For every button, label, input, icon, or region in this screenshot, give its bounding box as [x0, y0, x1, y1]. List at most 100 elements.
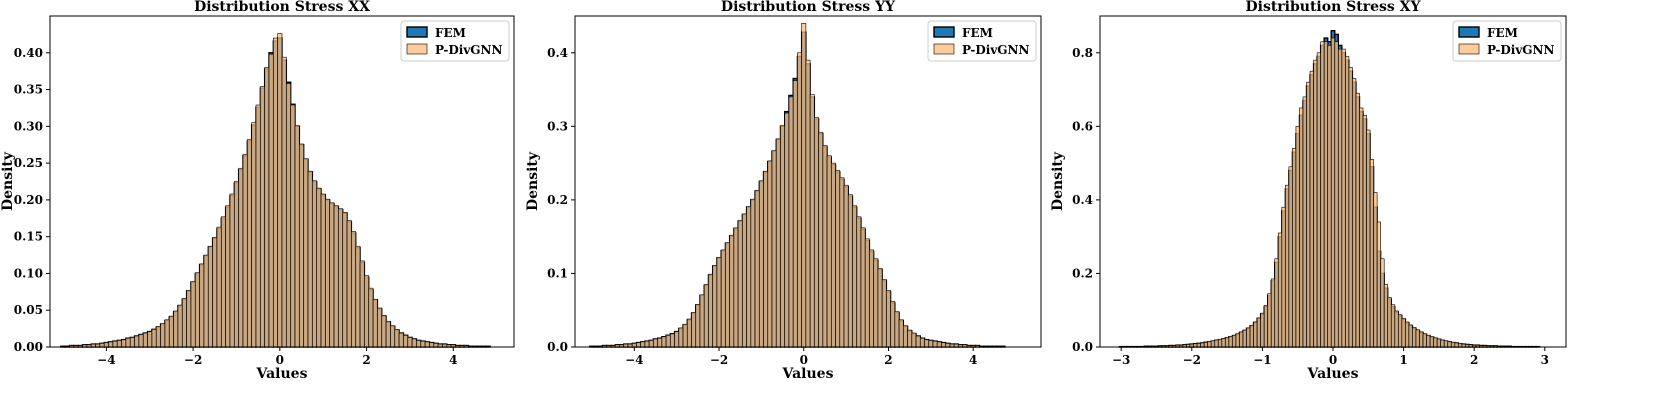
histogram-bar: [1274, 258, 1279, 348]
histogram-bar: [1228, 336, 1233, 348]
histogram-bar: [826, 155, 832, 348]
histogram-bar: [1405, 321, 1410, 348]
y-tick-label: 0.6: [1072, 119, 1093, 133]
histogram-bar: [733, 227, 739, 348]
histogram-bar: [928, 340, 934, 348]
histogram-bar: [116, 340, 122, 348]
histogram-bar: [890, 301, 896, 348]
histogram-bar: [155, 326, 161, 348]
y-tick-label: 0.30: [14, 119, 43, 133]
histogram-bar: [1256, 317, 1261, 348]
histogram-bar: [1306, 81, 1311, 348]
legend: FEM P-DivGNN: [927, 20, 1037, 62]
histogram-bar: [784, 112, 790, 348]
histogram-bar: [1394, 310, 1399, 348]
y-tick-label: 0.8: [1072, 46, 1093, 60]
histogram-bar: [199, 263, 205, 348]
histogram-bar: [695, 304, 701, 348]
histogram-bar: [1210, 340, 1216, 348]
x-tick-label: −2: [1183, 353, 1201, 367]
histogram-bar: [1422, 333, 1427, 348]
histogram-bar: [342, 212, 348, 348]
legend-box: [927, 20, 1037, 62]
histogram-bar: [699, 294, 705, 348]
histogram-bar: [746, 206, 752, 348]
histogram-bar: [1221, 338, 1226, 348]
y-tick-label: 0.0: [547, 340, 568, 354]
histogram-bar: [290, 104, 296, 348]
histogram-bar: [742, 213, 747, 348]
histogram-bar: [433, 343, 439, 348]
x-tick-label: 4: [969, 353, 977, 367]
histogram-bar: [886, 290, 891, 348]
x-tick-label: −3: [1112, 353, 1130, 367]
histogram-bar: [329, 202, 335, 348]
histogram-bar: [1366, 129, 1371, 348]
histogram-bar: [1323, 41, 1329, 348]
histogram-bar: [1355, 92, 1360, 348]
histogram-bar: [108, 341, 114, 348]
histogram-bar: [1412, 327, 1417, 348]
histogram-bar: [1288, 166, 1293, 348]
plot-frame: [49, 15, 515, 348]
legend-swatch-fem: [406, 26, 428, 38]
legend-swatch-p-divgnn: [1458, 43, 1480, 55]
histogram-bar: [1338, 48, 1343, 348]
histogram-bar: [338, 208, 344, 348]
legend-label: P-DivGNN: [962, 43, 1030, 57]
x-tick-label: −2: [710, 353, 728, 367]
histogram-bar: [125, 337, 131, 348]
histogram-bar: [1320, 41, 1325, 348]
histogram-bar: [138, 334, 144, 348]
histogram-bar: [1295, 126, 1300, 348]
legend-label: FEM: [435, 26, 466, 40]
x-tick-label: −2: [184, 353, 202, 367]
y-axis-label: Density: [1050, 151, 1066, 211]
histogram-bar: [1260, 312, 1265, 348]
histogram-bar: [809, 94, 815, 348]
histogram-bar: [763, 170, 769, 348]
histogram-bar: [780, 125, 786, 348]
histogram-bar: [775, 138, 781, 348]
histogram-bar: [390, 325, 396, 348]
x-axis-label: Values: [782, 366, 834, 382]
histogram-bar: [411, 338, 417, 348]
histogram-bar: [355, 245, 361, 348]
histogram-bar: [758, 180, 764, 348]
histogram-bar: [398, 332, 404, 348]
histogram-bar: [932, 340, 938, 348]
chart-title: Distribution Stress YY: [721, 0, 896, 15]
histogram-bar: [181, 298, 187, 348]
y-tick-label: 0.2: [1072, 266, 1093, 280]
x-axis-label: Values: [1307, 366, 1359, 382]
histogram-bar: [1387, 297, 1392, 348]
histogram-bar: [303, 158, 309, 348]
histogram-bar: [835, 170, 841, 348]
histogram-bar: [273, 37, 278, 348]
histogram-bar: [312, 180, 317, 348]
histogram-bar: [788, 96, 794, 348]
histogram-bar: [403, 334, 409, 348]
legend-label: FEM: [962, 26, 993, 40]
histogram-bar: [142, 332, 148, 348]
histogram-bar: [877, 267, 883, 348]
histogram-bar: [1327, 45, 1332, 348]
histogram-bar: [894, 311, 900, 348]
histogram-bar: [691, 312, 697, 348]
histogram-bar: [860, 227, 866, 348]
histogram-bar: [1334, 41, 1339, 348]
x-axis-label: Values: [256, 366, 308, 382]
histogram-bar: [644, 340, 650, 348]
histogram-bar: [147, 331, 153, 348]
histogram-bar: [1207, 341, 1212, 348]
histogram-bar: [1253, 321, 1258, 348]
histogram-bar: [1373, 192, 1378, 348]
histogram-bar: [708, 273, 713, 348]
histogram-bar: [220, 216, 226, 348]
chart-panel-3: −3 −2 −1 0 1 2 3 0.0 0.2 0.4 0.6 0.8 Distribution St…: [1050, 0, 1567, 382]
histogram-bar: [903, 325, 908, 348]
histogram-bar: [1292, 148, 1297, 348]
y-tick-label: 0.1: [547, 266, 568, 280]
histogram-bar: [1429, 336, 1434, 348]
histogram-bar: [1408, 324, 1413, 348]
